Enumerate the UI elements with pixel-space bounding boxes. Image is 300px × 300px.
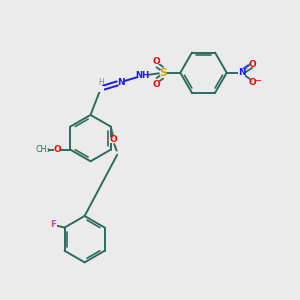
Text: CH₃: CH₃ bbox=[35, 145, 50, 154]
FancyBboxPatch shape bbox=[110, 137, 117, 143]
Text: O: O bbox=[153, 80, 160, 88]
FancyBboxPatch shape bbox=[160, 70, 166, 76]
FancyBboxPatch shape bbox=[250, 61, 256, 68]
Text: S: S bbox=[159, 68, 167, 78]
Text: F: F bbox=[50, 220, 56, 229]
Text: NH: NH bbox=[135, 71, 149, 80]
Text: O: O bbox=[153, 57, 160, 66]
FancyBboxPatch shape bbox=[118, 79, 124, 85]
FancyBboxPatch shape bbox=[138, 72, 147, 79]
Text: N: N bbox=[238, 68, 245, 77]
Text: N: N bbox=[117, 78, 125, 87]
Text: O: O bbox=[53, 145, 61, 154]
Text: O: O bbox=[249, 78, 257, 87]
FancyBboxPatch shape bbox=[153, 81, 160, 87]
FancyBboxPatch shape bbox=[50, 222, 56, 228]
Text: +: + bbox=[244, 64, 250, 70]
Text: H: H bbox=[98, 78, 103, 87]
FancyBboxPatch shape bbox=[250, 79, 256, 85]
Text: −: − bbox=[254, 76, 262, 86]
FancyBboxPatch shape bbox=[98, 86, 103, 92]
FancyBboxPatch shape bbox=[38, 147, 48, 153]
FancyBboxPatch shape bbox=[153, 58, 160, 64]
FancyBboxPatch shape bbox=[238, 70, 245, 76]
Text: O: O bbox=[110, 135, 118, 144]
Text: O: O bbox=[249, 60, 257, 69]
FancyBboxPatch shape bbox=[54, 147, 60, 153]
